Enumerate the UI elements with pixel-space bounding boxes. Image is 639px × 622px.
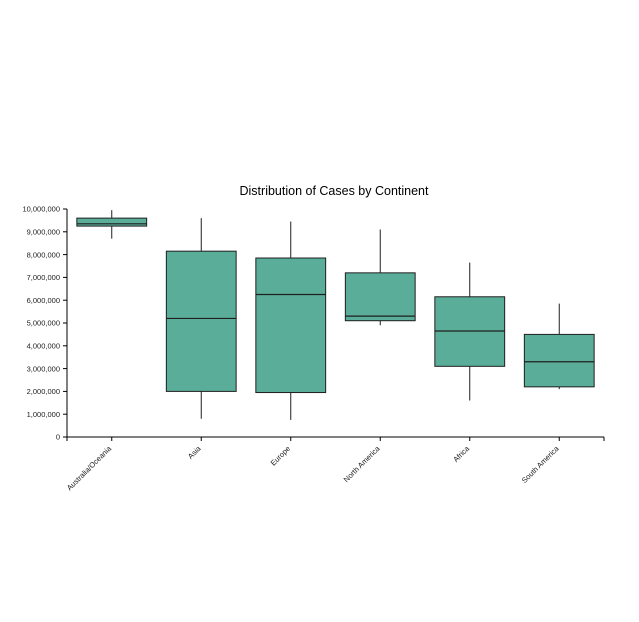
y-tick-label: 9,000,000 — [27, 228, 60, 237]
x-tick-label: South America — [520, 443, 561, 484]
box-iqr — [255, 257, 327, 394]
chart-title: Distribution of Cases by Continent — [240, 184, 430, 198]
y-tick-label: 0 — [56, 433, 60, 442]
box-iqr — [344, 272, 416, 322]
y-tick-label: 5,000,000 — [27, 319, 60, 328]
y-tick-label: 6,000,000 — [27, 296, 60, 305]
y-tick-label: 3,000,000 — [27, 364, 60, 373]
box-iqr — [76, 217, 148, 227]
box-group — [255, 221, 327, 420]
x-axis: Australia/Oceania Asia Europe North America… — [65, 436, 605, 492]
x-tick-label: Australia/Oceania — [65, 443, 114, 492]
y-tick-label: 4,000,000 — [27, 342, 60, 351]
box-group — [523, 303, 595, 390]
x-tick-label: Africa — [451, 443, 472, 464]
box-group — [76, 210, 148, 239]
x-tick-label: Europe — [269, 444, 292, 467]
plot-area: 0 1,000,000 2,000,000 3,000,000 4,000,000 5,0… — [22, 205, 605, 492]
y-axis: 0 1,000,000 2,000,000 3,000,000 4,000,000 5,0… — [22, 205, 68, 442]
box-group — [165, 218, 237, 419]
y-tick-label: 8,000,000 — [27, 250, 60, 259]
box-group — [434, 262, 506, 401]
y-tick-label: 2,000,000 — [27, 387, 60, 396]
box-group — [344, 229, 416, 326]
box-iqr — [523, 333, 595, 388]
y-tick-label: 10,000,000 — [22, 205, 60, 214]
x-tick-label: Asia — [186, 443, 203, 460]
y-tick-label: 7,000,000 — [27, 273, 60, 282]
y-tick-label: 1,000,000 — [27, 410, 60, 419]
box-iqr — [165, 250, 237, 392]
x-tick-label: North America — [342, 443, 383, 484]
